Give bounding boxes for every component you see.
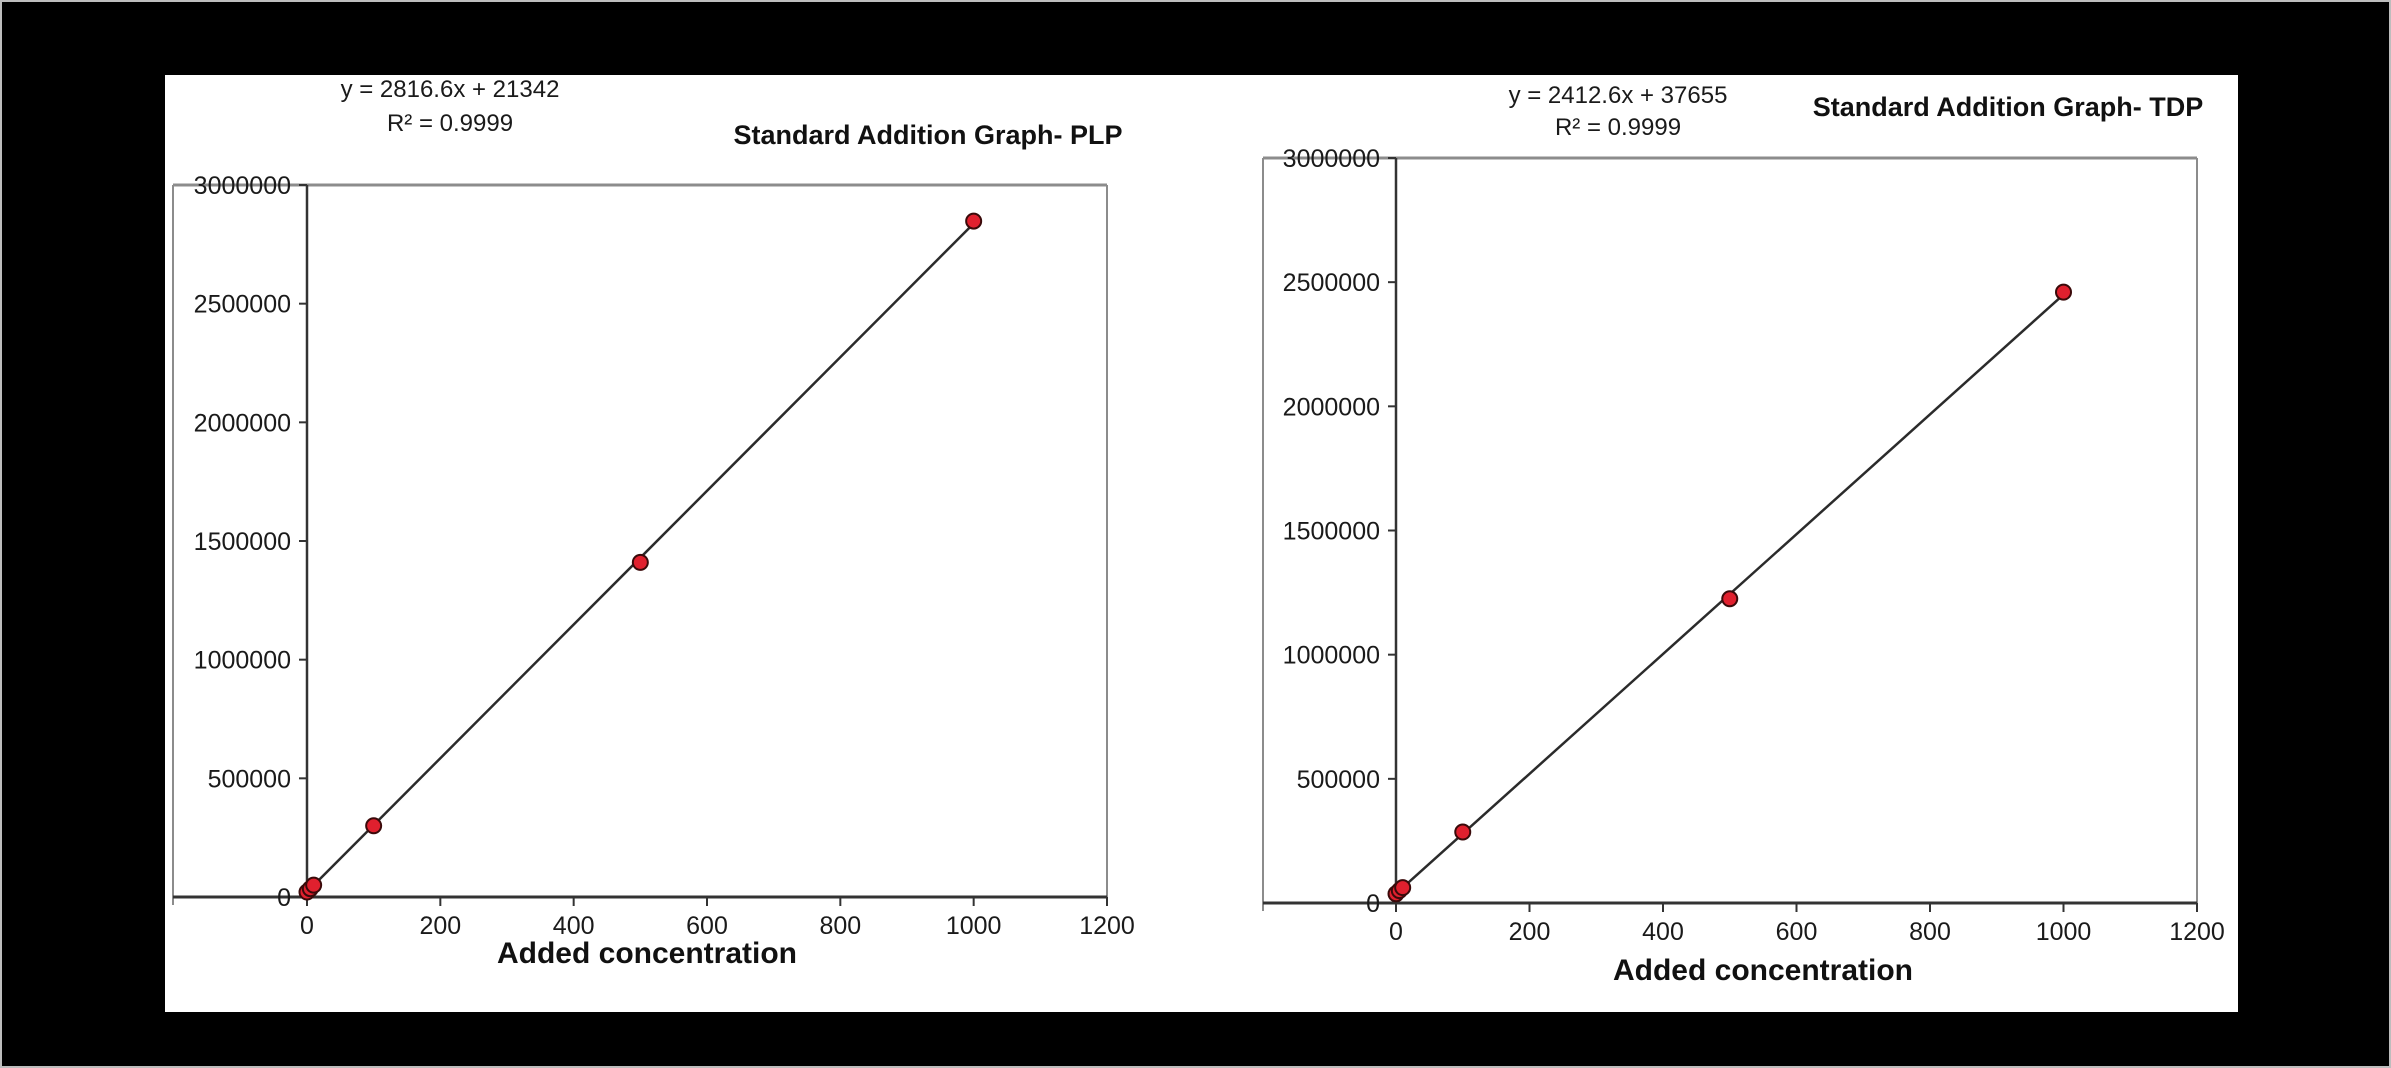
y-tick-label: 1500000 (1283, 518, 1380, 546)
x-tick-label: 600 (686, 912, 728, 940)
y-tick-label: 2000000 (1283, 393, 1380, 421)
y-tick-label: 3000000 (194, 172, 291, 200)
data-point (305, 876, 323, 894)
data-point (2055, 283, 2072, 301)
chart-title: Standard Addition Graph- TDP (1813, 92, 2204, 122)
y-tick-label: 500000 (208, 765, 291, 793)
x-tick-label: 0 (300, 912, 314, 940)
trendline-r2: R² = 0.9999 (387, 110, 513, 137)
data-point (1721, 590, 1739, 608)
plot-area: 0 500000 1000000 1500000 2000000 2500000 30000… (172, 172, 1135, 940)
x-axis-title: Added concentration (1613, 954, 1913, 987)
y-tick-label: 500000 (1297, 766, 1380, 794)
x-tick-label: 200 (1509, 918, 1551, 946)
y-tick-label: 2500000 (1283, 269, 1380, 297)
y-tick-label: 0 (1366, 890, 1380, 918)
x-tick-label: 1200 (1079, 912, 1135, 940)
x-tick-label: 800 (1909, 918, 1951, 946)
data-point (1394, 879, 1412, 897)
data-point (965, 212, 983, 230)
data-point (365, 817, 383, 835)
y-tick-label: 0 (277, 884, 291, 912)
chart-title: Standard Addition Graph- PLP (734, 120, 1123, 150)
x-tick-label: 400 (1642, 918, 1684, 946)
x-tick-label: 1200 (2169, 918, 2225, 946)
plot-area: 0 500000 1000000 1500000 2000000 2500000 30000… (1262, 145, 2225, 946)
x-tick-label: 800 (819, 912, 861, 940)
x-tick-label: 400 (553, 912, 595, 940)
x-axis-title: Added concentration (497, 937, 797, 970)
trendline-equation: y = 2816.6x + 21342 (341, 76, 560, 103)
chart-panel (165, 75, 2238, 1012)
y-tick-label: 1500000 (194, 528, 291, 556)
x-tick-label: 1000 (2036, 918, 2092, 946)
x-tick-label: 0 (1389, 918, 1403, 946)
data-point (631, 553, 649, 571)
y-tick-label: 2500000 (194, 291, 291, 319)
trendline-equation: y = 2412.6x + 37655 (1509, 82, 1728, 109)
trendline-r2: R² = 0.9999 (1555, 114, 1681, 141)
y-tick-label: 3000000 (1283, 145, 1380, 173)
y-tick-label: 2000000 (194, 409, 291, 437)
chart-plp: y = 2816.6x + 21342 R² = 0.9999 Standard… (172, 76, 1135, 970)
x-tick-label: 200 (419, 912, 461, 940)
x-tick-label: 600 (1776, 918, 1818, 946)
y-tick-label: 1000000 (1283, 642, 1380, 670)
x-tick-label: 1000 (946, 912, 1002, 940)
data-point (1454, 823, 1472, 841)
y-tick-label: 1000000 (194, 647, 291, 675)
chart-tdp: y = 2412.6x + 37655 R² = 0.9999 Standard… (1262, 82, 2225, 987)
